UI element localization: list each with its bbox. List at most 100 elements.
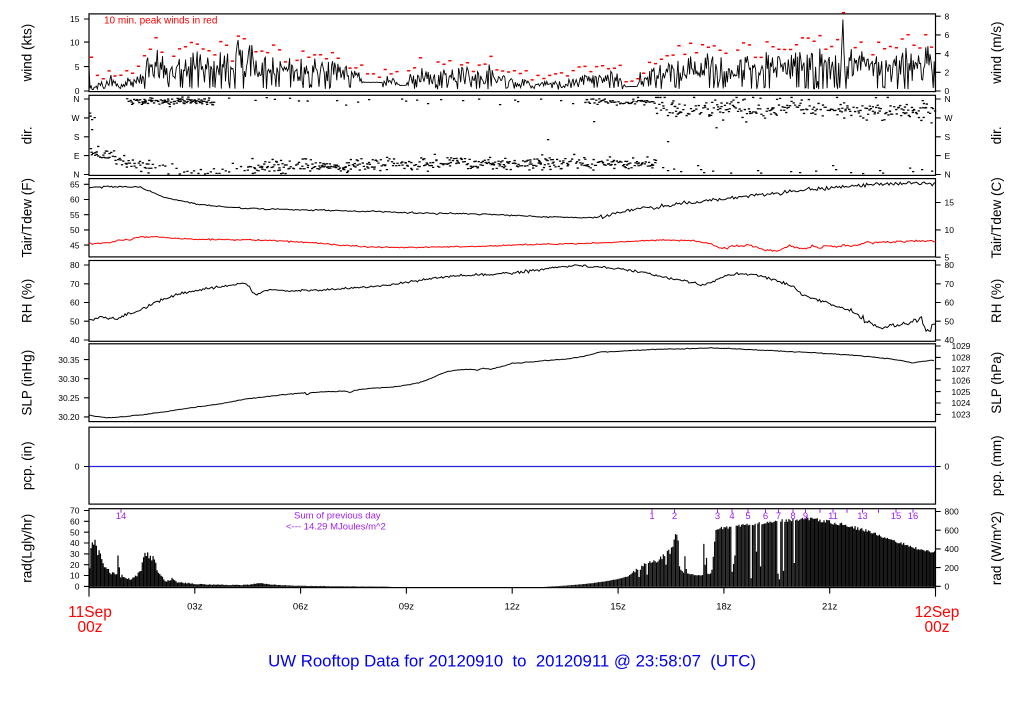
svg-text:N: N [73,94,79,104]
svg-text:30.35: 30.35 [58,355,80,365]
svg-text:50: 50 [70,316,80,326]
svg-text:13: 13 [857,511,868,522]
svg-text:E: E [74,151,80,161]
svg-text:15: 15 [891,511,902,522]
svg-text:8: 8 [945,11,950,21]
svg-text:70: 70 [70,279,80,289]
svg-text:11Sep: 11Sep [68,604,112,621]
svg-text:1029: 1029 [952,341,971,351]
svg-text:dir.: dir. [20,126,35,144]
svg-text:45: 45 [70,240,80,250]
svg-text:8: 8 [790,511,795,522]
svg-text:12z: 12z [505,602,521,613]
svg-text:dir.: dir. [989,126,1004,144]
svg-text:0: 0 [75,86,80,96]
svg-text:30.20: 30.20 [58,412,80,422]
svg-text:70: 70 [945,279,955,289]
svg-text:00z: 00z [925,619,950,636]
svg-text:rad(Lgly/hr): rad(Lgly/hr) [20,514,35,583]
svg-text:200: 200 [945,563,959,573]
svg-text:4: 4 [945,49,950,59]
svg-text:00z: 00z [78,619,103,636]
svg-text:2: 2 [672,511,677,522]
svg-text:0: 0 [945,462,950,472]
svg-text:1027: 1027 [952,364,971,374]
svg-text:40: 40 [945,335,955,345]
svg-text:<--- 14.29 MJoules/m^2: <--- 14.29 MJoules/m^2 [286,522,386,533]
svg-text:30: 30 [70,549,80,559]
svg-text:50: 50 [70,527,80,537]
svg-text:3: 3 [715,511,720,522]
svg-text:1023: 1023 [952,410,971,420]
svg-text:W: W [945,113,953,123]
svg-text:15z: 15z [610,602,626,613]
svg-text:5: 5 [75,62,80,72]
svg-text:09z: 09z [399,602,415,613]
svg-text:0: 0 [945,86,950,96]
svg-text:15: 15 [945,198,955,208]
svg-text:50: 50 [945,316,955,326]
svg-text:0: 0 [945,582,950,592]
svg-text:Tair/Tdew (F): Tair/Tdew (F) [20,178,35,258]
svg-text:1024: 1024 [952,398,971,408]
svg-text:70: 70 [70,506,80,516]
svg-text:6: 6 [763,511,768,522]
svg-text:wind (kts): wind (kts) [20,24,35,83]
svg-text:30.25: 30.25 [58,393,80,403]
svg-text:18z: 18z [716,602,732,613]
svg-text:20: 20 [70,560,80,570]
svg-text:6: 6 [945,30,950,40]
svg-text:11: 11 [828,511,838,522]
svg-text:4: 4 [729,511,734,522]
svg-text:55: 55 [70,210,80,220]
svg-text:UW Rooftop Data for 20120910: UW Rooftop Data for 20120910 to 20120911… [268,652,756,671]
svg-text:5: 5 [945,252,950,262]
svg-text:0: 0 [75,462,80,472]
svg-text:0: 0 [75,582,80,592]
svg-text:1: 1 [649,511,654,522]
svg-text:10: 10 [945,225,955,235]
svg-text:80: 80 [945,260,955,270]
svg-text:10: 10 [70,571,80,581]
svg-text:40: 40 [70,335,80,345]
svg-text:9: 9 [803,511,808,522]
svg-text:03z: 03z [187,602,203,613]
svg-text:80: 80 [70,260,80,270]
svg-text:E: E [945,151,951,161]
svg-text:wind (m/s): wind (m/s) [989,21,1004,84]
svg-text:SLP (hPa): SLP (hPa) [989,352,1004,414]
svg-text:7: 7 [776,511,781,522]
svg-text:N: N [945,170,951,180]
svg-text:06z: 06z [293,602,309,613]
svg-text:Sum of previous day: Sum of previous day [294,511,381,522]
svg-text:10: 10 [70,37,80,47]
svg-text:60: 60 [945,298,955,308]
svg-text:21z: 21z [822,602,838,613]
svg-text:RH (%): RH (%) [20,279,35,323]
svg-text:1028: 1028 [952,353,971,363]
svg-text:pcp. (in): pcp. (in) [20,441,35,490]
svg-text:N: N [73,170,79,180]
svg-text:16: 16 [908,511,919,522]
svg-text:60: 60 [70,517,80,527]
svg-text:400: 400 [945,544,959,554]
svg-text:2: 2 [945,68,950,78]
svg-text:rad (W/m^2): rad (W/m^2) [989,511,1004,585]
svg-text:N: N [945,94,951,104]
svg-text:RH (%): RH (%) [989,279,1004,323]
svg-text:600: 600 [945,525,959,535]
svg-text:60: 60 [70,195,80,205]
svg-text:50: 50 [70,225,80,235]
svg-text:1025: 1025 [952,387,971,397]
svg-text:30.30: 30.30 [58,374,80,384]
svg-text:40: 40 [70,538,80,548]
svg-text:5: 5 [745,511,750,522]
svg-text:15: 15 [70,14,80,24]
svg-text:800: 800 [945,507,959,517]
svg-text:S: S [945,132,951,142]
svg-text:12Sep: 12Sep [915,604,960,621]
svg-text:14: 14 [116,511,127,522]
svg-text:W: W [71,113,79,123]
svg-text:65: 65 [70,180,80,190]
svg-text:S: S [74,132,80,142]
